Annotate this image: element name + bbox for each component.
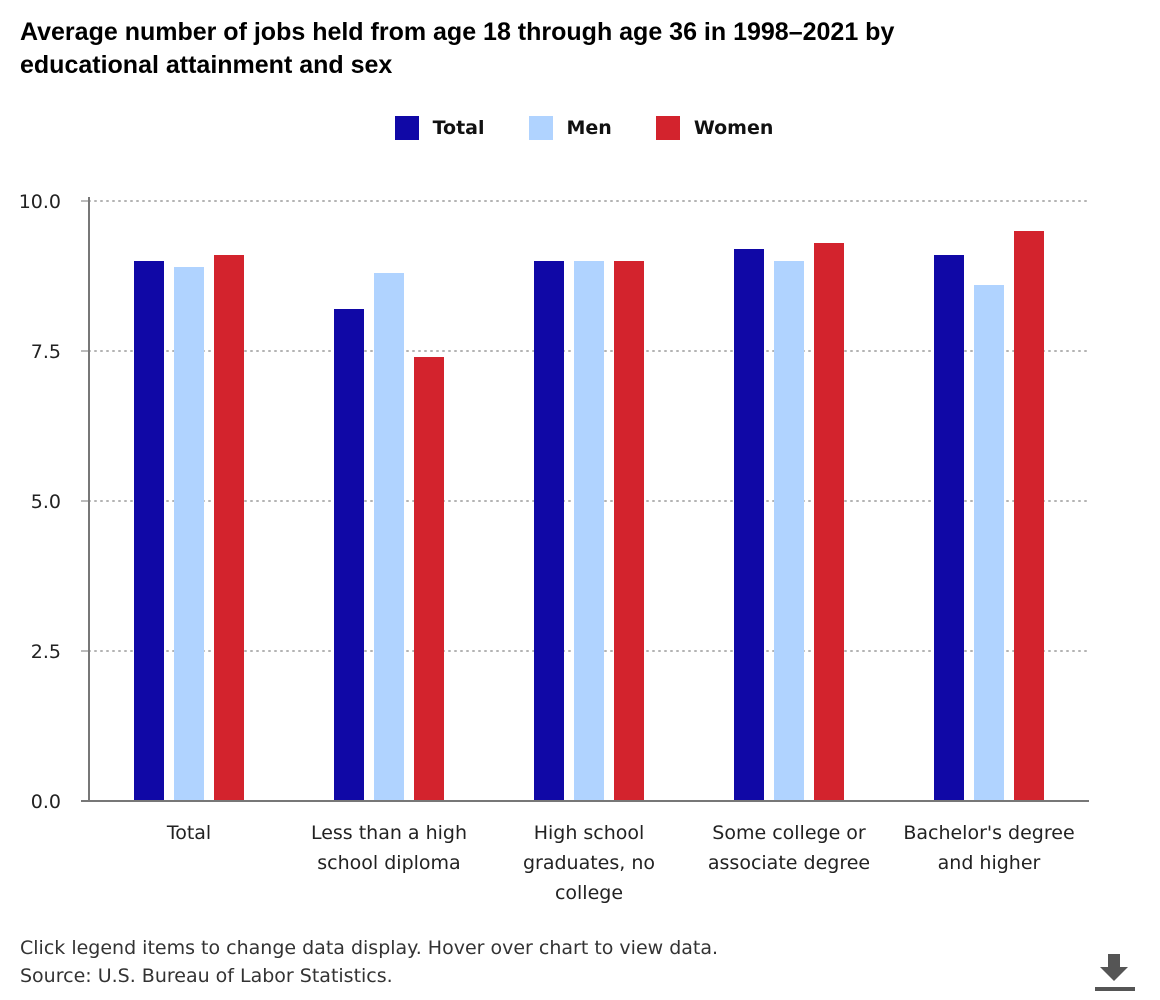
bar-men[interactable]	[974, 285, 1004, 801]
download-icon	[1095, 954, 1135, 991]
bar-women[interactable]	[814, 243, 844, 801]
y-tick-label: 2.5	[31, 641, 61, 663]
bar-total[interactable]	[334, 309, 364, 801]
x-tick-label: associate degree	[708, 852, 870, 874]
bar-total[interactable]	[134, 261, 164, 801]
chart-title: Average number of jobs held from age 18 …	[20, 18, 895, 79]
x-tick-label: college	[555, 882, 623, 904]
legend-item-total[interactable]: Total	[394, 112, 485, 144]
y-tick-label: 10.0	[19, 191, 61, 213]
legend-label-men: Men	[566, 117, 612, 139]
x-tick-label: High school	[534, 822, 645, 844]
legend-label-women: Women	[693, 117, 774, 139]
legend-item-women[interactable]: Women	[655, 112, 774, 144]
legend-label-total: Total	[432, 117, 485, 139]
bar-women[interactable]	[614, 261, 644, 801]
instructions-text: Click legend items to change data displa…	[20, 937, 719, 959]
x-tick-label: school diploma	[317, 852, 460, 874]
x-tick-label: Bachelor's degree	[903, 822, 1074, 844]
x-tick-label: and higher	[938, 852, 1041, 874]
legend-item-men[interactable]: Men	[528, 112, 612, 144]
bar-men[interactable]	[374, 273, 404, 801]
download-button[interactable]	[1092, 952, 1138, 996]
bar-total[interactable]	[534, 261, 564, 801]
bar-total[interactable]	[734, 249, 764, 801]
chart-footer: Click legend items to change data displa…	[20, 934, 718, 990]
bar-men[interactable]	[574, 261, 604, 801]
y-tick-label: 5.0	[31, 491, 61, 513]
source-text: Source: U.S. Bureau of Labor Statistics.	[20, 965, 393, 987]
legend-swatch-women	[655, 116, 680, 140]
bar-women[interactable]	[414, 357, 444, 801]
bar-men[interactable]	[774, 261, 804, 801]
y-tick-label: 7.5	[31, 341, 61, 363]
legend: Total Men Women	[0, 112, 1160, 144]
x-tick-label: Some college or	[712, 822, 866, 844]
legend-swatch-men	[528, 116, 553, 140]
bar-women[interactable]	[214, 255, 244, 801]
legend-swatch-total	[394, 116, 419, 140]
y-tick-label: 0.0	[31, 791, 61, 813]
x-tick-label: graduates, no	[523, 852, 655, 874]
bar-chart[interactable]: 0.0 2.5 5.0 7.5 10.0 Total Less than a high sch…	[0, 170, 1160, 920]
bar-women[interactable]	[1014, 231, 1044, 801]
bar-total[interactable]	[934, 255, 964, 801]
bar-men[interactable]	[174, 267, 204, 801]
x-tick-label: Total	[166, 822, 211, 844]
x-tick-label: Less than a high	[311, 822, 467, 844]
